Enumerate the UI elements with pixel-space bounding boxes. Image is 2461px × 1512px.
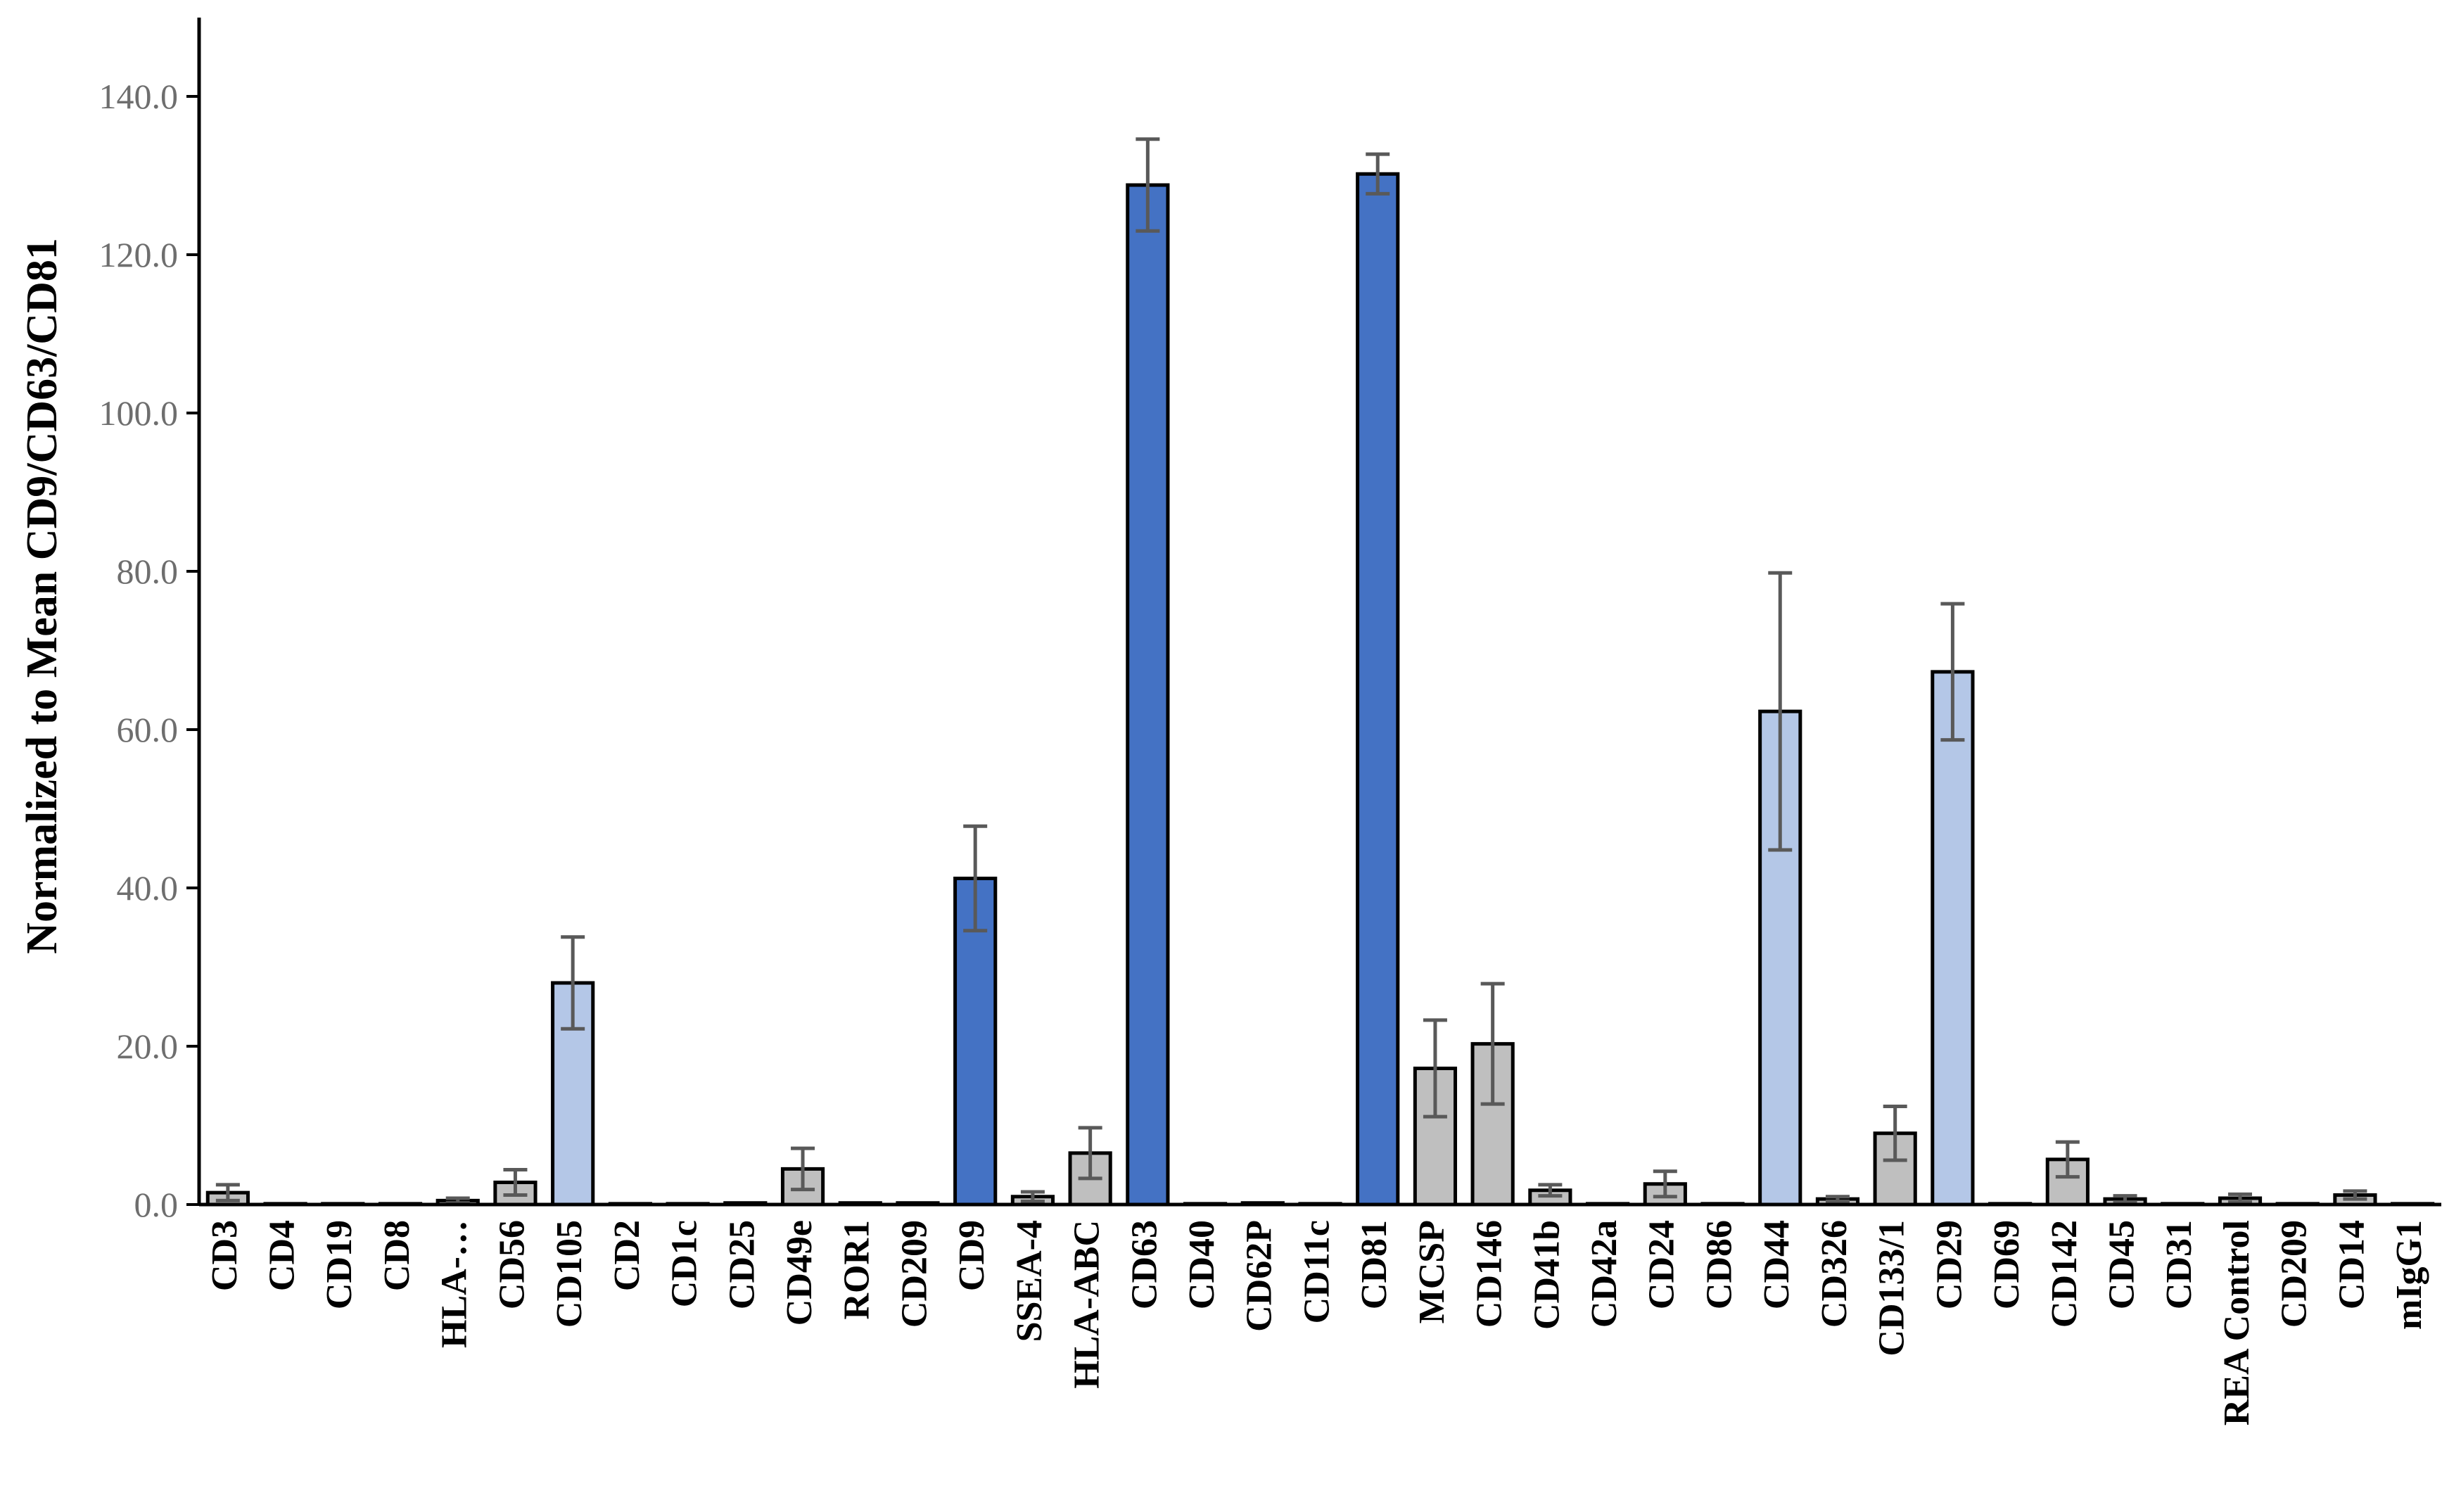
x-tick-label: CD24 bbox=[1642, 1220, 1682, 1309]
y-tick-label: 120.0 bbox=[99, 235, 179, 274]
x-tick-label: CD3 bbox=[205, 1220, 245, 1291]
x-axis-ticks: CD3 CD4 CD19 CD8 HLA-… CD56 CD105 CD2 CD1c CD25 CD… bbox=[205, 1220, 2429, 1425]
x-tick-label: CD63 bbox=[1124, 1220, 1164, 1309]
x-tick-label: MCSP bbox=[1412, 1220, 1452, 1323]
bar bbox=[1356, 172, 1400, 1207]
bar bbox=[1126, 183, 1170, 1207]
x-tick-label: CD56 bbox=[492, 1220, 532, 1309]
x-tick-label: HLA-ABC bbox=[1067, 1220, 1107, 1389]
x-tick-label: CD44 bbox=[1757, 1220, 1797, 1309]
x-tick-label: CD45 bbox=[2101, 1220, 2142, 1309]
x-tick-label: CD146 bbox=[1470, 1220, 1510, 1328]
y-tick-label: 100.0 bbox=[99, 393, 179, 433]
x-tick-label: CD49e bbox=[780, 1220, 820, 1326]
x-tick-label: CD209 bbox=[894, 1220, 934, 1328]
x-tick-label: CD29 bbox=[1929, 1220, 1969, 1309]
x-tick-label: CD8 bbox=[377, 1220, 417, 1291]
x-tick-label: CD25 bbox=[722, 1220, 762, 1309]
error-bars-group bbox=[215, 137, 2367, 1205]
y-tick-label: 140.0 bbox=[99, 77, 179, 116]
x-tick-label: mIgG1 bbox=[2389, 1220, 2429, 1330]
y-axis-ticks: 0.0 20.0 40.0 60.0 80.0 100.0 120.0 140.0 bbox=[99, 77, 199, 1224]
x-tick-label: CD11c bbox=[1297, 1220, 1337, 1323]
y-tick-label: 0.0 bbox=[134, 1185, 179, 1224]
x-tick-label: REA Control bbox=[2217, 1220, 2257, 1425]
x-tick-label: CD19 bbox=[319, 1220, 360, 1309]
bar bbox=[1931, 670, 1975, 1207]
x-tick-label: CD69 bbox=[1987, 1220, 2027, 1309]
x-tick-label: CD81 bbox=[1354, 1220, 1394, 1309]
x-tick-label: CD14 bbox=[2332, 1220, 2372, 1309]
y-axis-label: Normalized to Mean CD9/CD63/CD81 bbox=[18, 238, 66, 954]
x-tick-label: CD41b bbox=[1527, 1220, 1567, 1330]
x-tick-label: CD4 bbox=[262, 1220, 303, 1291]
x-tick-label: ROR1 bbox=[837, 1220, 877, 1320]
x-tick-label: CD86 bbox=[1699, 1220, 1739, 1309]
x-tick-label: CD42a bbox=[1584, 1220, 1624, 1328]
x-tick-label: CD40 bbox=[1182, 1220, 1222, 1309]
y-tick-label: 40.0 bbox=[117, 868, 179, 908]
y-tick-label: 60.0 bbox=[117, 710, 179, 749]
y-tick-label: 80.0 bbox=[117, 552, 179, 591]
x-tick-label: CD133/1 bbox=[1872, 1220, 1912, 1357]
x-tick-label: CD1c bbox=[665, 1220, 705, 1307]
x-tick-label: CD62P bbox=[1240, 1220, 1280, 1332]
x-tick-label: CD2 bbox=[607, 1220, 647, 1291]
x-tick-label: CD326 bbox=[1814, 1220, 1855, 1328]
axes-group bbox=[197, 18, 2441, 1207]
x-tick-label: CD209 bbox=[2275, 1220, 2315, 1328]
bar bbox=[953, 877, 998, 1207]
x-tick-label: CD31 bbox=[2159, 1220, 2199, 1309]
x-tick-label: SSEA-4 bbox=[1010, 1220, 1050, 1342]
x-tick-label: CD9 bbox=[952, 1220, 992, 1291]
y-tick-label: 20.0 bbox=[117, 1027, 179, 1066]
x-tick-label: CD142 bbox=[2045, 1220, 2085, 1328]
bars-group bbox=[205, 172, 2435, 1207]
x-tick-label: HLA-… bbox=[435, 1220, 475, 1348]
x-tick-label: CD105 bbox=[549, 1220, 590, 1328]
